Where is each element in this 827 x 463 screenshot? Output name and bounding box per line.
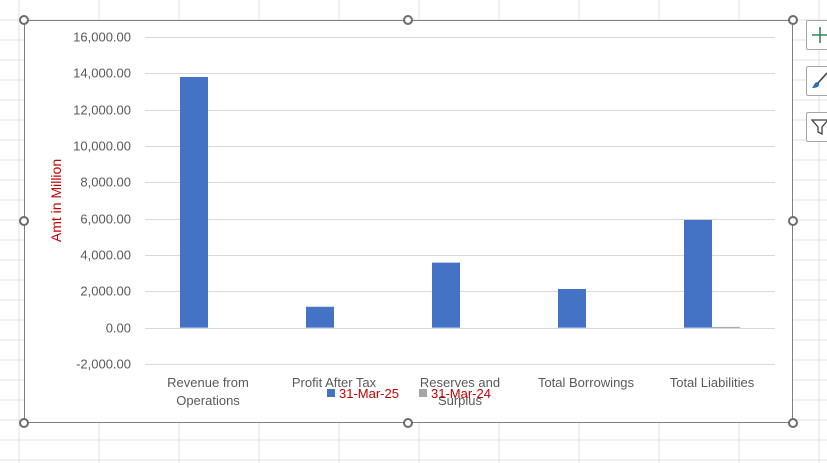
x-tick-label: Operations bbox=[176, 393, 240, 408]
y-tick-label: 10,000.00 bbox=[73, 139, 131, 154]
x-tick-label: Surplus bbox=[438, 393, 483, 408]
brush-icon bbox=[812, 72, 827, 88]
x-tick-label: Profit After Tax bbox=[292, 375, 377, 390]
y-tick-label: -2,000.00 bbox=[76, 357, 131, 372]
legend-swatch bbox=[327, 389, 335, 397]
bar-series-1[interactable] bbox=[306, 306, 334, 328]
chart-filters-button[interactable] bbox=[806, 112, 827, 142]
y-tick-label: 16,000.00 bbox=[73, 30, 131, 45]
bar-chart: 16,000.00 14,000.00 12,000.00 10,000.00 8,00… bbox=[48, 30, 775, 408]
bar-series-1[interactable] bbox=[684, 219, 712, 328]
resize-handle-middle-right[interactable] bbox=[788, 216, 798, 226]
legend-label[interactable]: 31-Mar-25 bbox=[339, 386, 399, 401]
plus-icon bbox=[812, 27, 827, 43]
bar-series-1[interactable] bbox=[432, 262, 460, 328]
filter-icon bbox=[811, 119, 827, 136]
y-tick-label: 14,000.00 bbox=[73, 66, 131, 81]
resize-handle-top-left[interactable] bbox=[19, 15, 29, 25]
resize-handle-bottom-right[interactable] bbox=[788, 418, 798, 428]
resize-handle-bottom-center[interactable] bbox=[403, 418, 413, 428]
chart-elements-button[interactable] bbox=[806, 20, 827, 50]
chart-frame[interactable]: 16,000.00 14,000.00 12,000.00 10,000.00 8,00… bbox=[24, 20, 793, 423]
y-tick-label: 2,000.00 bbox=[80, 284, 131, 299]
bar-series-2[interactable] bbox=[712, 326, 740, 328]
y-axis-label: Amt in Million bbox=[48, 159, 64, 242]
resize-handle-middle-left[interactable] bbox=[19, 216, 29, 226]
bar-series-1[interactable] bbox=[558, 288, 586, 328]
legend-label[interactable]: 31-Mar-24 bbox=[431, 386, 491, 401]
x-tick-label: Total Borrowings bbox=[538, 375, 635, 390]
y-tick-label: 4,000.00 bbox=[80, 248, 131, 263]
chart-styles-button[interactable] bbox=[806, 66, 827, 96]
y-tick-label: 12,000.00 bbox=[73, 103, 131, 118]
x-tick-label: Total Liabilities bbox=[670, 375, 755, 390]
y-tick-label: 0.00 bbox=[106, 321, 131, 336]
resize-handle-top-right[interactable] bbox=[788, 15, 798, 25]
y-tick-label: 8,000.00 bbox=[80, 175, 131, 190]
legend-swatch bbox=[419, 389, 427, 397]
resize-handle-top-center[interactable] bbox=[403, 15, 413, 25]
x-tick-label: Reserves and bbox=[420, 375, 500, 390]
bar-series-1[interactable] bbox=[180, 76, 208, 328]
y-tick-label: 6,000.00 bbox=[80, 212, 131, 227]
x-tick-label: Revenue from bbox=[167, 375, 249, 390]
resize-handle-bottom-left[interactable] bbox=[19, 418, 29, 428]
